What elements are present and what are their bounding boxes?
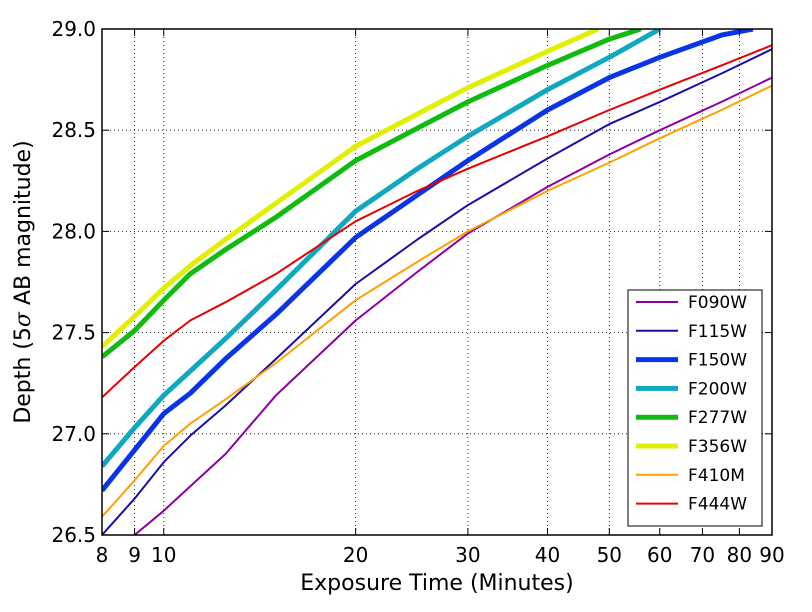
y-axis-label-suffix: AB magnitude) [11, 140, 36, 312]
y-tick-label: 28.5 [51, 118, 96, 142]
plot-frame [101, 28, 773, 536]
series-line-f356w [102, 29, 600, 349]
legend-label-f090w: F090W [688, 293, 747, 313]
x-tick-label: 80 [727, 543, 752, 567]
y-axis-label: Depth (5σ AB magnitude) [11, 140, 36, 423]
x-tick-label: 8 [96, 543, 109, 567]
x-tick-label: 10 [151, 543, 176, 567]
legend-label-f444w: F444W [688, 495, 747, 515]
x-axis-label: Exposure Time (Minutes) [300, 571, 573, 596]
legend-label-f150w: F150W [688, 351, 747, 371]
legend-label-f356w: F356W [688, 437, 747, 457]
y-tick-label: 29.0 [51, 17, 96, 41]
y-axis-label-sigma: σ [11, 311, 36, 327]
series-line-f277w [102, 29, 642, 359]
x-tick-label: 20 [343, 543, 368, 567]
series-line-f444w [102, 44, 772, 399]
series-lines [102, 29, 772, 535]
x-tick-label: 60 [647, 543, 672, 567]
x-tick-label: 40 [535, 543, 560, 567]
series-line-f410m [102, 84, 772, 518]
y-tick-label: 26.5 [51, 523, 96, 547]
legend-label-f410m: F410M [688, 466, 745, 486]
series-line-f090w [133, 76, 772, 535]
legend-box [627, 289, 763, 527]
y-tick-label: 27.5 [51, 321, 96, 345]
tick-labels: 8 9 10 20 30 40 50 60 70 80 90 26.5 27.0 27.5 28.0 28.5… [51, 17, 784, 567]
series-line-f200w [102, 29, 662, 468]
series-line-f150w [102, 29, 754, 493]
x-tick-label: 90 [759, 543, 784, 567]
x-tick-label: 70 [690, 543, 715, 567]
axis-ticks [101, 28, 773, 536]
legend: F090W F115W F150W F200W F277W F356W F410M F444W [627, 289, 763, 527]
y-tick-label: 28.0 [51, 219, 96, 243]
legend-label-f115w: F115W [688, 322, 747, 342]
x-tick-label: 9 [128, 543, 141, 567]
x-tick-label: 30 [455, 543, 480, 567]
y-axis-label-prefix: Depth (5 [11, 327, 36, 424]
x-tick-label: 50 [597, 543, 622, 567]
legend-label-f277w: F277W [688, 408, 747, 428]
y-tick-label: 27.0 [51, 422, 96, 446]
series-line-f115w [102, 48, 772, 535]
legend-label-f200w: F200W [688, 379, 747, 399]
